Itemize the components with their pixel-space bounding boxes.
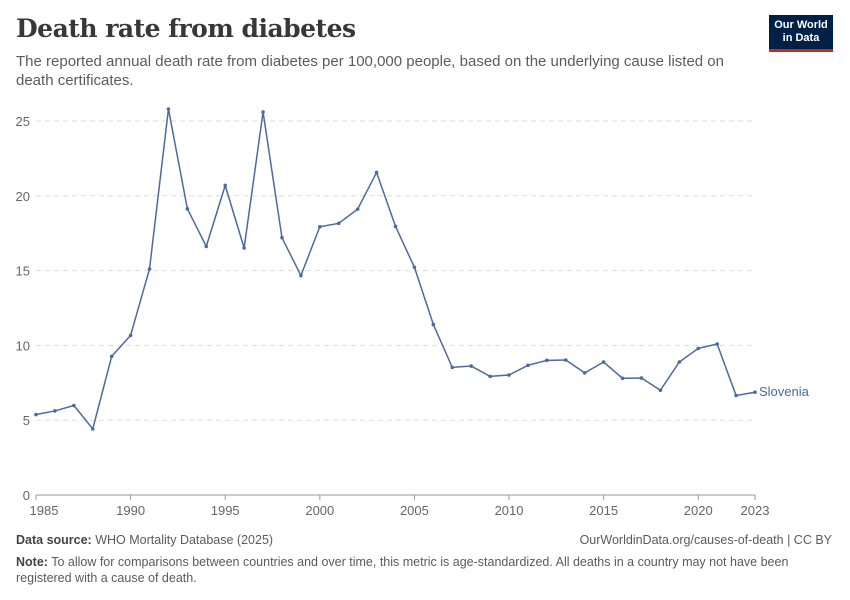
data-point (166, 107, 171, 111)
data-point (563, 358, 568, 362)
data-point (261, 110, 265, 114)
data-point (72, 403, 76, 408)
source-url[interactable]: OurWorldinData.org/causes-of-death | CC … (579, 533, 832, 547)
x-tick-label: 1995 (211, 503, 240, 518)
x-tick-label: 2020 (684, 503, 713, 518)
data-point (147, 267, 152, 271)
data-point (280, 235, 284, 240)
data-point (715, 342, 719, 346)
data-point (318, 224, 322, 229)
source-label: Data source: (16, 533, 92, 547)
data-source: Data source: WHO Mortality Database (202… (16, 533, 273, 547)
data-point (545, 358, 549, 363)
data-point (393, 224, 398, 229)
x-tick-label: 2023 (741, 503, 770, 518)
data-point (412, 265, 417, 270)
data-point (355, 207, 360, 211)
data-point (507, 373, 511, 377)
data-point (109, 354, 114, 359)
data-point (734, 393, 738, 398)
data-point (450, 365, 455, 370)
note-text: To allow for comparisons between countri… (16, 555, 789, 585)
data-point (639, 376, 644, 380)
data-point (223, 183, 228, 188)
data-point (431, 322, 436, 327)
data-point (299, 273, 303, 278)
data-point (658, 388, 663, 393)
data-point (677, 360, 682, 364)
x-tick-label: 2010 (495, 503, 524, 518)
data-point (53, 409, 57, 413)
data-point (488, 374, 492, 379)
data-point (128, 333, 133, 338)
data-point (582, 371, 587, 375)
y-tick-label: 0 (23, 488, 30, 503)
series-label: Slovenia (759, 384, 810, 399)
data-point (34, 412, 38, 417)
y-tick-label: 20 (16, 189, 30, 204)
data-point (469, 364, 473, 368)
data-point (242, 246, 246, 250)
data-point (696, 346, 701, 351)
x-tick-label: 2015 (589, 503, 618, 518)
chart-note: Note: To allow for comparisons between c… (16, 554, 816, 586)
series-line (35, 108, 756, 431)
data-point (374, 170, 379, 175)
data-point (526, 363, 530, 368)
chart-title: Death rate from diabetes (16, 14, 356, 43)
data-point (601, 360, 606, 364)
data-point (90, 427, 95, 431)
data-point (204, 244, 209, 249)
y-tick-label: 5 (23, 413, 30, 428)
x-tick-label: 2000 (305, 503, 334, 518)
x-tick-label: 1990 (116, 503, 145, 518)
source-text[interactable]: WHO Mortality Database (2025) (95, 533, 274, 547)
y-tick-label: 15 (16, 264, 30, 279)
x-tick-label: 2005 (400, 503, 429, 518)
data-point (185, 207, 190, 211)
data-point (753, 390, 757, 395)
note-label: Note: (16, 555, 48, 569)
owid-logo[interactable]: Our World in Data (769, 15, 833, 52)
data-point (336, 221, 341, 226)
x-tick-label: 1985 (30, 503, 59, 518)
chart-subtitle: The reported annual death rate from diab… (16, 53, 724, 89)
data-point (620, 376, 625, 381)
y-tick-label: 25 (16, 114, 30, 129)
y-tick-label: 10 (16, 338, 30, 353)
